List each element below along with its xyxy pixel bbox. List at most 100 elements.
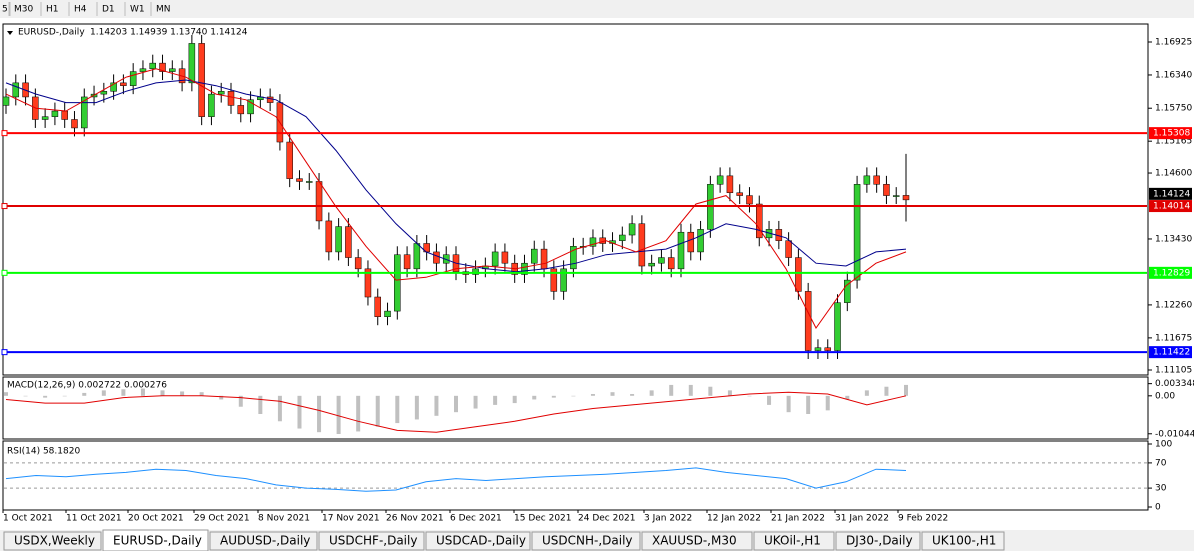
date-label: 8 Nov 2021 — [258, 514, 310, 524]
macd-bar — [845, 395, 850, 400]
macd-bar — [4, 392, 8, 396]
macd-signal — [5, 391, 907, 433]
candle-body — [413, 243, 421, 270]
candle-body — [716, 175, 724, 185]
candle-body — [71, 119, 78, 129]
tab[interactable] — [753, 531, 835, 551]
level-tag — [1149, 200, 1192, 213]
current-price-label: 1.14124 — [1153, 189, 1190, 199]
tab[interactable] — [835, 531, 921, 551]
macd-bar — [590, 394, 595, 396]
macd-bar — [493, 395, 498, 405]
tab[interactable] — [921, 531, 1005, 551]
candle-body — [736, 192, 743, 196]
candle-body — [873, 175, 880, 185]
macd-bar — [297, 395, 302, 429]
macd-bar — [277, 395, 282, 422]
macd-bar — [649, 390, 654, 396]
tab-label[interactable]: USDCHF-,Daily — [329, 534, 417, 548]
toolbar — [0, 0, 1194, 18]
price-label: 1.15165 — [1155, 137, 1192, 147]
candle-body — [129, 71, 137, 86]
tab[interactable] — [318, 531, 425, 551]
macd-bar — [82, 392, 87, 396]
candle-body — [677, 231, 685, 270]
macd-bar — [23, 395, 28, 397]
macd-bar — [669, 384, 674, 396]
tab-label[interactable]: USDCAD-,Daily — [436, 534, 526, 548]
candle-body — [795, 257, 802, 292]
macd-tick-label: -0.01044 — [1155, 429, 1194, 439]
candle-body — [834, 302, 841, 351]
candle-body — [540, 248, 548, 270]
macd-bar — [258, 395, 263, 414]
level-label: 1.12829 — [1153, 268, 1190, 278]
timeframe-button[interactable]: H1 — [46, 5, 59, 15]
candle-body — [804, 291, 812, 351]
level-label: 1.11422 — [1153, 348, 1190, 358]
candle-body — [384, 310, 391, 317]
tab-label[interactable]: USDCNH-,Daily — [542, 534, 633, 548]
timeframe-button[interactable]: H4 — [74, 5, 87, 15]
tab-label[interactable]: USDX,Weekly — [14, 534, 95, 548]
rsi-panel — [2, 440, 1149, 511]
macd-bar — [884, 386, 889, 396]
tab-label[interactable]: UKOil-,H1 — [764, 534, 821, 548]
tab-label[interactable]: EURUSD-,Daily — [113, 534, 202, 548]
candle-body — [188, 43, 196, 84]
date-label: 15 Dec 2021 — [514, 514, 572, 524]
candle-body — [619, 234, 626, 241]
candle-body — [81, 96, 88, 129]
candle-body — [120, 82, 127, 86]
macd-bar — [630, 394, 635, 396]
tab-label[interactable]: UK100-,H1 — [932, 534, 996, 548]
macd-bar — [727, 390, 732, 396]
tab[interactable] — [641, 531, 753, 551]
timeframe-button[interactable]: 5 — [2, 5, 8, 15]
timeframe-button[interactable]: M30 — [14, 5, 33, 15]
candle-body — [883, 184, 890, 196]
date-label: 24 Dec 2021 — [578, 514, 636, 524]
main-panel — [2, 23, 1149, 376]
candle-body — [315, 181, 323, 222]
timeframe-button[interactable]: W1 — [130, 5, 145, 15]
level-tag — [1149, 346, 1192, 359]
header-arrow — [7, 31, 13, 35]
macd-bar — [571, 395, 576, 397]
macd-header: MACD(12,26,9) 0.002722 0.000276 — [7, 381, 167, 391]
date-label: 6 Dec 2021 — [450, 514, 502, 524]
tab-label[interactable]: XAUUSD-,M30 — [652, 534, 737, 548]
price-label: 1.14600 — [1155, 169, 1192, 179]
rsi-tick-label: 100 — [1155, 440, 1172, 450]
date-label: 12 Jan 2022 — [707, 514, 761, 524]
macd-bar — [708, 386, 713, 396]
candle-body — [531, 248, 538, 264]
candle-body — [550, 268, 558, 292]
candle-body — [110, 82, 117, 92]
timeframe-button[interactable]: D1 — [102, 5, 115, 15]
macd-bar — [121, 389, 126, 396]
macd-bar — [532, 395, 537, 400]
candle-body — [149, 62, 156, 70]
macd-bar — [199, 392, 204, 396]
candle-body — [100, 91, 108, 95]
tab[interactable] — [209, 531, 318, 551]
tab[interactable] — [531, 531, 641, 551]
timeframe-button[interactable]: MN — [156, 5, 171, 15]
candle-body — [648, 262, 655, 267]
macd-bar — [101, 390, 106, 396]
macd-bar — [140, 388, 145, 396]
tab-label[interactable]: DJ30-,Daily — [846, 534, 913, 548]
tab-label[interactable]: AUDUSD-,Daily — [220, 534, 310, 548]
date-label: 21 Jan 2022 — [771, 514, 825, 524]
rsi-line — [5, 467, 907, 492]
date-label: 3 Jan 2022 — [644, 514, 692, 524]
ma-fast — [5, 68, 907, 329]
candle-body — [844, 279, 851, 303]
tab[interactable] — [3, 531, 102, 551]
macd-bar — [395, 395, 400, 424]
candle-body — [354, 257, 362, 270]
tab[interactable] — [425, 531, 531, 551]
candle-body — [41, 116, 49, 120]
candle-body — [169, 68, 176, 72]
